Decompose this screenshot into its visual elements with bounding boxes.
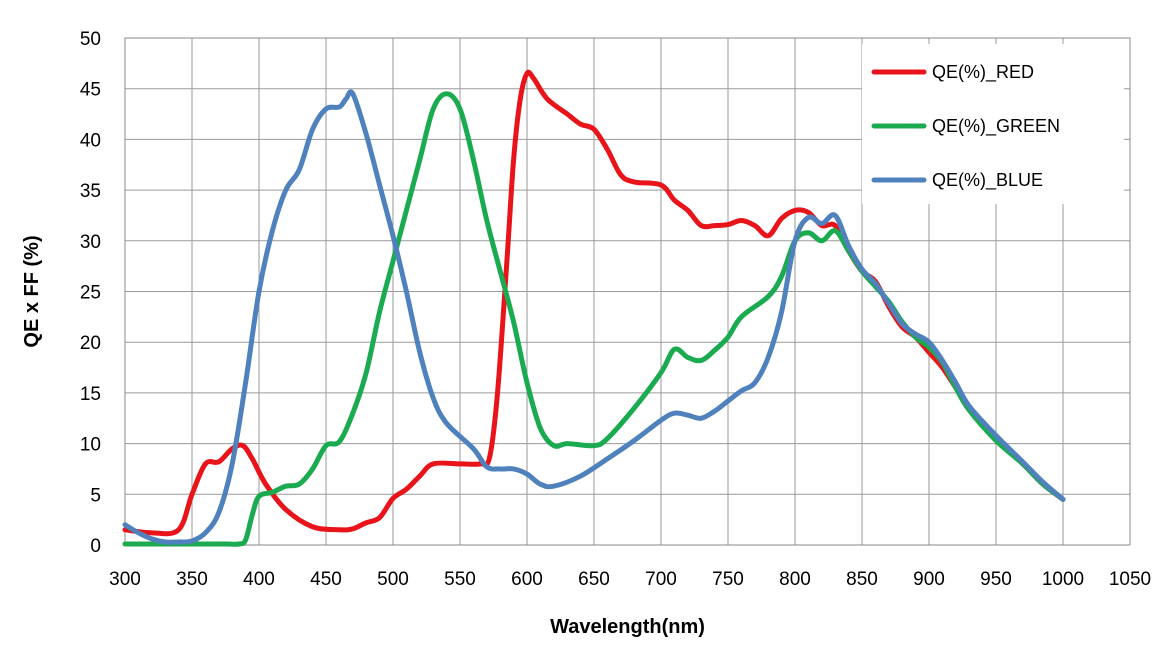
y-tick-label: 25 <box>80 283 101 304</box>
y-axis-title: QE x FF (%) <box>21 235 43 347</box>
x-tick-label: 300 <box>109 569 141 590</box>
legend-entry-label: QE(%)_GREEN <box>932 116 1060 137</box>
y-tick-label: 15 <box>80 384 101 405</box>
y-tick-label: 20 <box>80 333 101 354</box>
y-tick-label: 35 <box>80 181 101 202</box>
legend-entry-label: QE(%)_BLUE <box>932 170 1043 191</box>
x-tick-label: 600 <box>511 569 543 590</box>
y-tick-label: 45 <box>80 80 101 101</box>
series-lines <box>122 69 1066 547</box>
legend: QE(%)_RED QE(%)_GREEN QE(%)_BLUE <box>862 44 1124 204</box>
x-tick-label: 500 <box>377 569 409 590</box>
x-tick-label: 1000 <box>1042 569 1084 590</box>
tick-labels: 300 350 400 450 500 550 600 650 700 750 800 850 900 9… <box>80 29 1151 590</box>
y-tick-label: 10 <box>80 435 101 456</box>
x-tick-label: 950 <box>980 569 1012 590</box>
x-tick-label: 450 <box>310 569 342 590</box>
x-tick-label: 700 <box>645 569 677 590</box>
x-tick-label: 350 <box>176 569 208 590</box>
y-tick-label: 50 <box>80 29 101 50</box>
plot-frame <box>124 37 1131 546</box>
x-axis-title: Wavelength(nm) <box>550 616 705 638</box>
x-tick-label: 550 <box>444 569 476 590</box>
legend-entry-label: QE(%)_RED <box>932 62 1034 83</box>
x-tick-label: 750 <box>712 569 744 590</box>
x-tick-label: 650 <box>578 569 610 590</box>
x-tick-label: 850 <box>846 569 878 590</box>
y-tick-label: 0 <box>90 536 101 557</box>
x-tick-label: 400 <box>243 569 275 590</box>
x-tick-label: 900 <box>913 569 945 590</box>
y-tick-label: 40 <box>80 130 101 151</box>
y-tick-label: 5 <box>90 485 101 506</box>
x-tick-label: 800 <box>779 569 811 590</box>
y-tick-label: 30 <box>80 232 101 253</box>
x-tick-label: 1050 <box>1109 569 1151 590</box>
series-line-qe-blue <box>122 89 1066 545</box>
